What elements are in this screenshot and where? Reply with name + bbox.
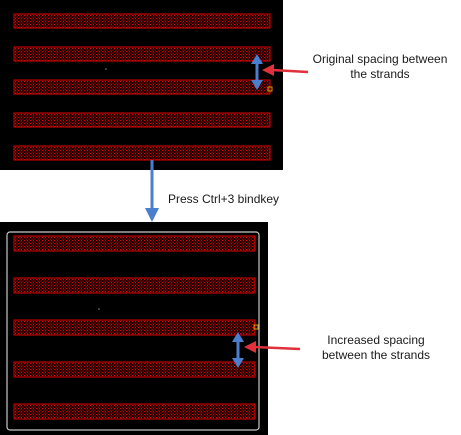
- step-label-text: Press Ctrl+3 bindkey: [168, 192, 280, 206]
- strand: [13, 277, 256, 294]
- strand: [13, 79, 271, 95]
- annotation-increased-line2: between the strands: [321, 348, 431, 362]
- strand: [13, 235, 256, 252]
- strand: [13, 13, 271, 29]
- annotation-increased-spacing: Increased spacing between the strands: [296, 333, 456, 363]
- annotation-original-line2: the strands: [350, 67, 410, 81]
- top-pin-marker: [267, 86, 273, 92]
- annotation-original-line1: Original spacing between: [312, 52, 448, 66]
- bottom-pin-marker: [253, 324, 259, 330]
- strand: [13, 361, 256, 378]
- layout-canvas-original: [13, 13, 273, 161]
- strand: [13, 403, 256, 420]
- bottom-origin-dot: [98, 308, 100, 310]
- annotation-original-spacing: Original spacing between the strands: [300, 52, 460, 82]
- layout-canvas-increased: [6, 231, 260, 431]
- layout-panel-original: [0, 0, 283, 170]
- step-label: Press Ctrl+3 bindkey: [168, 192, 308, 207]
- top-origin-dot: [105, 68, 107, 70]
- strand: [13, 112, 271, 128]
- strand: [13, 319, 256, 336]
- annotation-increased-line1: Increased spacing: [327, 333, 425, 347]
- strand: [13, 145, 271, 161]
- strand: [13, 46, 271, 62]
- bottom-boundary: [6, 231, 260, 431]
- layout-panel-increased: [0, 222, 268, 435]
